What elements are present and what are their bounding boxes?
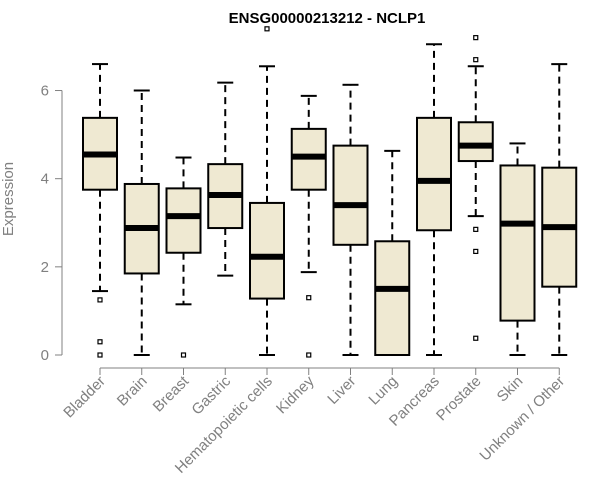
box-pancreas (416, 43, 452, 356)
iqr-box (457, 121, 494, 163)
outlier-point (473, 248, 479, 255)
x-tick-label: Prostate (433, 373, 485, 425)
chart-title: ENSG00000213212 - NCLP1 (229, 10, 426, 27)
y-tick-label: 2 (41, 259, 49, 276)
box-skin (499, 142, 536, 356)
boxes (82, 26, 578, 358)
box-bladder (82, 63, 118, 358)
x-tick-label: Bladder (60, 373, 109, 422)
iqr-box (332, 144, 369, 246)
y-tick-label: 4 (41, 171, 49, 188)
iqr-box (249, 201, 285, 300)
x-tick-label: Breast (150, 372, 193, 415)
iqr-box (374, 240, 411, 357)
outlier-point (180, 352, 187, 358)
outlier-point (473, 226, 479, 232)
outlier-point (306, 295, 312, 301)
outlier-point (97, 297, 103, 303)
outlier-point (97, 339, 103, 345)
iqr-box (165, 187, 202, 254)
iqr-box (416, 116, 452, 232)
box-lung (374, 149, 411, 357)
x-tick-label: Lung (365, 373, 401, 409)
box-unknown-other (541, 63, 578, 356)
outlier-point (473, 57, 479, 63)
y-axis-label: Expression (0, 162, 17, 236)
x-tick-label: Brain (114, 373, 151, 410)
iqr-box (499, 164, 536, 322)
box-kidney (290, 94, 327, 358)
outlier-point (473, 35, 479, 41)
x-tick-label: Liver (324, 373, 359, 408)
x-tick-label: Kidney (273, 372, 318, 417)
box-brain (123, 89, 160, 356)
box-gastric (207, 81, 244, 277)
outlier-point (306, 352, 312, 358)
x-tick-label: Skin (494, 373, 527, 406)
outlier-point (473, 335, 479, 341)
box-liver (332, 83, 369, 356)
box-breast (165, 156, 202, 358)
y-tick-label: 0 (41, 347, 49, 364)
y-axis: 0 2 4 6 (41, 83, 63, 364)
box-prostate (457, 35, 494, 341)
box-hematopoietic-cells (249, 26, 285, 356)
outlier-point (97, 352, 103, 358)
y-tick-label: 6 (41, 83, 49, 100)
outlier-point (264, 26, 270, 32)
